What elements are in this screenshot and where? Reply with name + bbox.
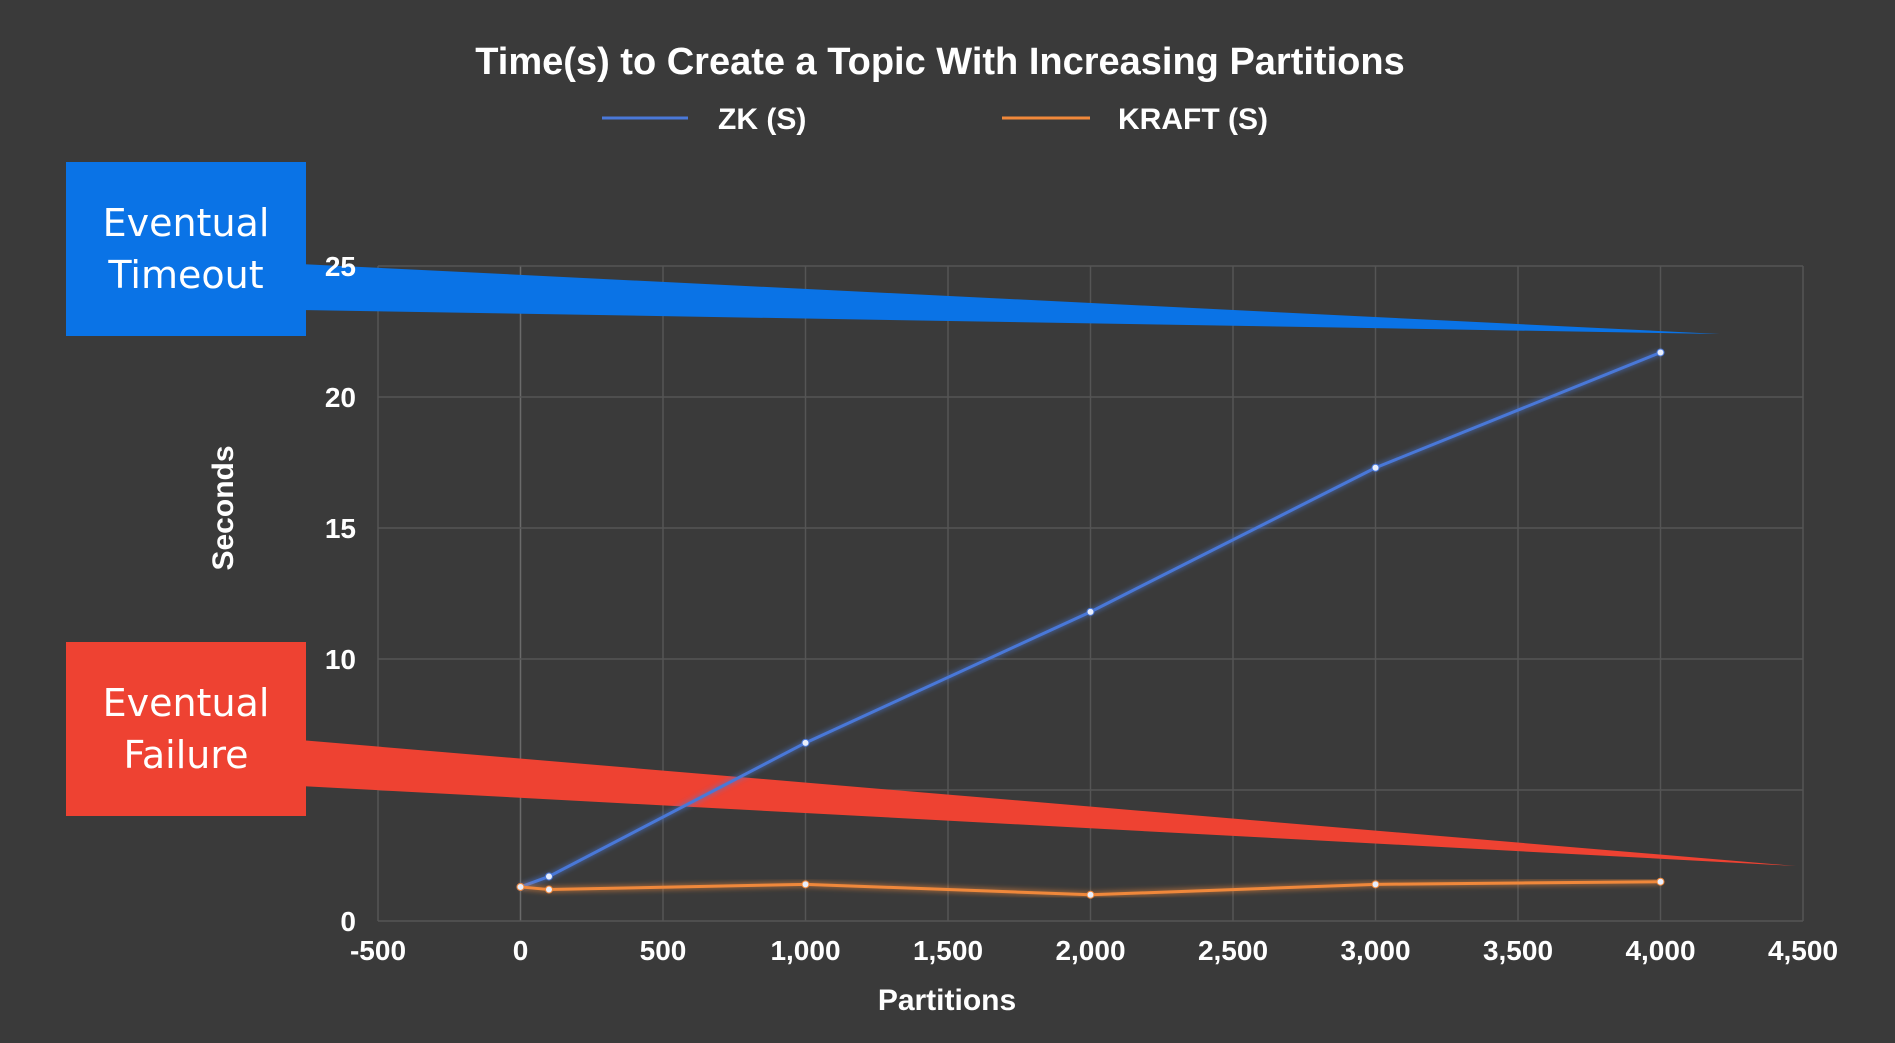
data-point xyxy=(1086,890,1095,899)
legend-label-zk: ZK (S) xyxy=(718,103,806,136)
x-tick-label: 1,000 xyxy=(770,935,840,966)
series-line-1 xyxy=(520,880,1661,897)
data-point xyxy=(1656,877,1665,886)
data-point xyxy=(801,880,810,889)
callout-timeout-line2: Timeout xyxy=(108,253,264,297)
x-tick-label: 1,500 xyxy=(913,935,983,966)
x-tick-label: 3,000 xyxy=(1340,935,1410,966)
x-tick-label: -500 xyxy=(350,935,406,966)
data-point xyxy=(1656,348,1665,357)
callout-wedges xyxy=(66,162,1796,866)
data-point xyxy=(545,872,553,881)
data-point xyxy=(1371,880,1380,889)
x-axis-label: Partitions xyxy=(878,984,1016,1017)
timeout-wedge xyxy=(300,264,1720,334)
callout-failure-line2: Failure xyxy=(123,733,249,777)
callout-eventual-timeout: Eventual Timeout xyxy=(66,162,306,336)
data-point xyxy=(801,738,810,747)
x-tick-label: 0 xyxy=(513,935,529,966)
series-line-0 xyxy=(519,351,1662,889)
x-tick-label: 3,500 xyxy=(1483,935,1553,966)
y-axis-tick-labels: 0 10 15 20 25 xyxy=(325,251,356,937)
y-tick-label: 20 xyxy=(325,382,356,413)
y-tick-label: 15 xyxy=(325,513,356,544)
callout-eventual-failure: Eventual Failure xyxy=(66,642,306,816)
series-lines xyxy=(516,348,1665,899)
y-tick-label: 10 xyxy=(325,644,356,675)
y-axis-label: Seconds xyxy=(207,445,240,570)
data-point xyxy=(516,882,525,891)
x-tick-label: 4,500 xyxy=(1768,935,1838,966)
legend: ZK (S) KRAFT (S) xyxy=(602,103,1268,136)
x-tick-label: 2,000 xyxy=(1055,935,1125,966)
failure-wedge xyxy=(300,740,1796,866)
data-point xyxy=(1371,463,1380,472)
callout-timeout-line1: Eventual xyxy=(102,201,270,245)
chart-title: Time(s) to Create a Topic With Increasin… xyxy=(475,41,1404,83)
x-axis-tick-labels: -500 0 500 1,000 1,500 2,000 2,500 3,000 3,500 4,… xyxy=(350,935,1838,966)
y-tick-label: 0 xyxy=(340,906,356,937)
grid-lines xyxy=(377,265,1804,922)
x-tick-label: 500 xyxy=(640,935,687,966)
data-point xyxy=(1086,607,1095,616)
timeout-callout-box xyxy=(66,162,306,336)
callout-failure-line1: Eventual xyxy=(102,681,270,725)
failure-callout-box xyxy=(66,642,306,816)
y-tick-label: 25 xyxy=(325,251,356,282)
legend-label-kraft: KRAFT (S) xyxy=(1118,103,1268,136)
data-point xyxy=(545,885,553,894)
x-tick-label: 2,500 xyxy=(1198,935,1268,966)
x-tick-label: 4,000 xyxy=(1625,935,1695,966)
